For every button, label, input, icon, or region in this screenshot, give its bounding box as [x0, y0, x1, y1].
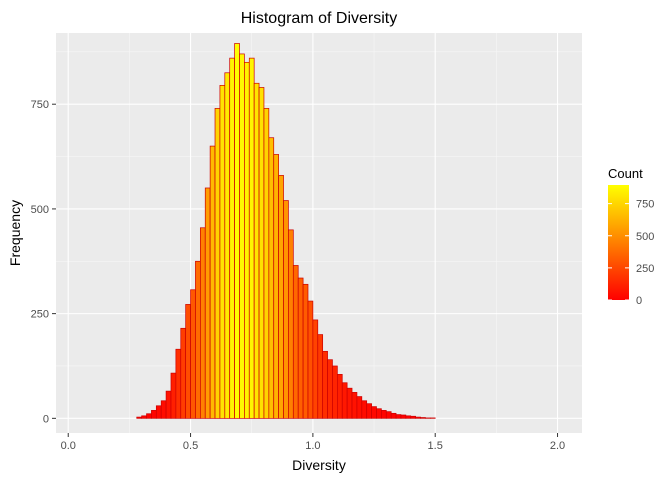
histogram-bar: [385, 411, 392, 419]
histogram-bar: [165, 390, 172, 419]
histogram-bar: [351, 392, 358, 419]
histogram-bar: [244, 61, 250, 419]
legend-colorbar: [608, 185, 629, 300]
histogram-bar: [361, 400, 368, 419]
histogram-bar: [268, 137, 275, 419]
histogram-bar: [292, 265, 299, 419]
histogram-bar: [307, 300, 314, 419]
histogram-bar: [253, 82, 260, 419]
histogram-bar: [297, 277, 304, 419]
y-tick-label: 500: [31, 204, 49, 216]
color-legend: Count 0 250 500 750: [608, 166, 654, 307]
histogram-bar: [278, 175, 284, 419]
histogram-bar: [400, 414, 407, 419]
histogram-bar: [312, 319, 319, 419]
histogram-bar: [341, 382, 348, 419]
y-tick-label: 0: [43, 413, 49, 425]
legend-tick-label: 0: [636, 295, 642, 307]
y-axis-ticks: 0 250 500 750: [31, 99, 56, 425]
histogram-bar: [420, 417, 426, 419]
histogram-bar: [160, 400, 167, 419]
legend-tick-label: 750: [636, 199, 654, 211]
histogram-bar: [263, 108, 270, 419]
histogram-bar: [155, 405, 162, 419]
x-axis-title: Diversity: [292, 457, 346, 473]
histogram-bar: [327, 359, 333, 419]
histogram-bar: [366, 403, 372, 419]
histogram-bar: [376, 408, 382, 419]
histogram-bar: [288, 229, 294, 419]
chart-title: Histogram of Diversity: [241, 10, 397, 27]
histogram-bar: [180, 327, 187, 419]
histogram-bar: [146, 413, 152, 419]
y-axis-title: Frequency: [7, 200, 23, 266]
histogram-bar: [273, 154, 279, 419]
legend-tick-label: 250: [636, 263, 654, 275]
histogram-bar: [371, 406, 377, 419]
histogram-bar: [190, 289, 196, 419]
histogram-bar: [356, 396, 363, 419]
legend-title: Count: [608, 166, 643, 181]
bars: [136, 43, 436, 419]
histogram-bar: [381, 410, 387, 419]
histogram-bar: [317, 334, 324, 419]
histogram-bar: [390, 412, 397, 419]
histogram-bar: [185, 304, 191, 419]
histogram-bar: [204, 187, 211, 419]
histogram-bar: [151, 410, 157, 419]
histogram-bar: [170, 372, 177, 419]
histogram-bar: [239, 53, 245, 419]
histogram-bar: [175, 348, 182, 419]
histogram-bar: [283, 200, 289, 419]
histogram-bar: [405, 415, 412, 419]
histogram-bar: [224, 72, 231, 419]
y-tick-label: 750: [31, 99, 49, 111]
histogram-bar: [346, 387, 353, 419]
x-axis-ticks: 0.0 0.5 1.0 1.5 2.0: [61, 433, 565, 452]
histogram-bar: [214, 108, 221, 419]
legend-ticks: 0 250 500 750: [608, 199, 654, 307]
x-tick-label: 0.5: [183, 440, 198, 452]
histogram-bar: [258, 87, 265, 419]
histogram-bar: [322, 350, 328, 419]
histogram-bar: [229, 57, 235, 419]
histogram-bar: [195, 260, 201, 419]
histogram-bar: [199, 227, 206, 419]
histogram-bar: [209, 145, 216, 419]
histogram-bar: [395, 414, 402, 419]
histogram-bar: [410, 415, 416, 419]
y-tick-label: 250: [31, 309, 49, 321]
histogram-bar: [136, 416, 142, 419]
histogram-bar: [332, 365, 338, 419]
x-tick-label: 0.0: [61, 440, 76, 452]
histogram-bar: [219, 85, 226, 419]
histogram-bar: [415, 416, 421, 419]
histogram-bar: [248, 57, 255, 419]
histogram-bar: [234, 43, 240, 419]
histogram-bar: [336, 374, 343, 419]
x-tick-label: 2.0: [550, 440, 565, 452]
x-tick-label: 1.5: [428, 440, 443, 452]
x-tick-label: 1.0: [305, 440, 320, 452]
histogram-bar: [141, 415, 147, 419]
legend-tick-label: 500: [636, 231, 654, 243]
histogram-bar: [302, 283, 309, 419]
